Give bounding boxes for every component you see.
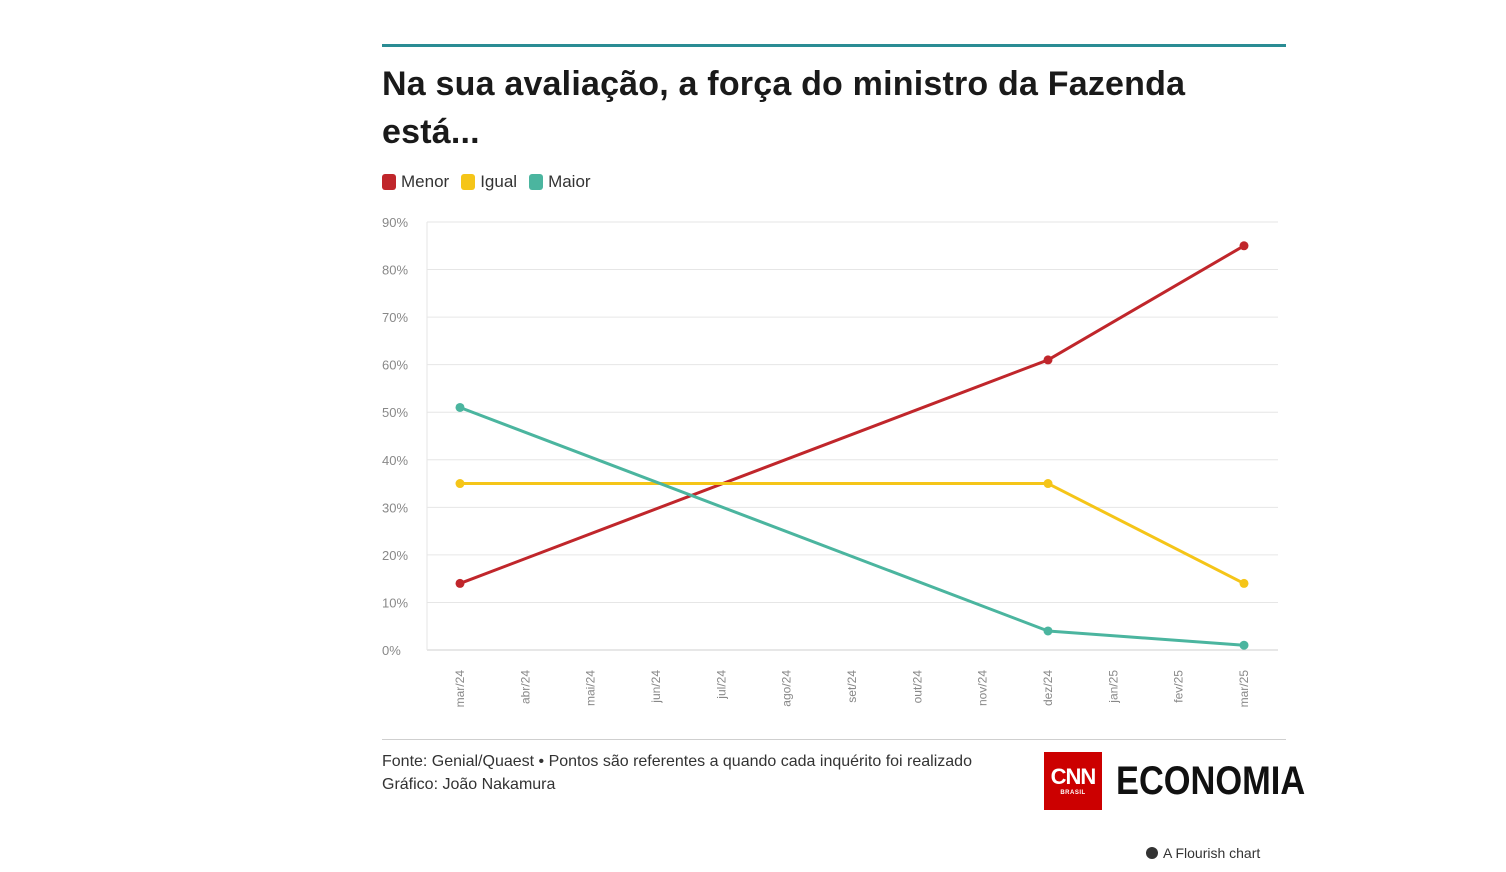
- source-note: Fonte: Genial/Quaest • Pontos são refere…: [382, 750, 982, 796]
- data-point-maior: [1239, 640, 1249, 650]
- legend: Menor Igual Maior: [382, 172, 603, 192]
- x-tick-label: fev/25: [1172, 670, 1186, 703]
- cnn-economia-logo[interactable]: CNN BRASIL ECONOMIA: [1044, 752, 1336, 810]
- x-tick-label: set/24: [845, 670, 859, 703]
- x-tick-label: jan/25: [1106, 670, 1120, 704]
- source-text: Fonte: Genial/Quaest • Pontos são refere…: [382, 753, 972, 770]
- x-tick-label: out/24: [910, 670, 924, 704]
- bottom-rule: [382, 739, 1286, 740]
- legend-swatch-igual: [461, 174, 476, 190]
- graphic-credit: Gráfico: João Nakamura: [382, 776, 556, 793]
- top-rule: [382, 44, 1286, 47]
- data-point-maior: [1043, 626, 1053, 636]
- economia-wordmark: ECONOMIA: [1116, 758, 1306, 803]
- x-tick-label: jul/24: [714, 670, 728, 700]
- chart-title: Na sua avaliação, a força do ministro da…: [382, 65, 1186, 151]
- flourish-icon: [1146, 847, 1158, 859]
- data-point-menor: [1043, 355, 1053, 365]
- x-tick-label: jun/24: [649, 670, 663, 704]
- x-tick-label: mar/25: [1237, 670, 1251, 708]
- y-tick-label: 90%: [382, 215, 408, 230]
- legend-swatch-maior: [529, 174, 544, 190]
- legend-item-igual[interactable]: Igual: [461, 172, 517, 192]
- legend-swatch-menor: [382, 174, 396, 190]
- x-tick-label: dez/24: [1041, 670, 1055, 706]
- cnn-logo: CNN BRASIL: [1044, 752, 1102, 810]
- y-tick-label: 80%: [382, 263, 408, 278]
- x-tick-label: abr/24: [518, 670, 532, 704]
- y-tick-label: 20%: [382, 548, 408, 563]
- y-tick-label: 30%: [382, 500, 408, 515]
- x-tick-label: mai/24: [584, 670, 598, 706]
- x-tick-label: ago/24: [780, 670, 794, 707]
- legend-label-maior: Maior: [548, 172, 591, 191]
- data-point-igual: [1043, 479, 1053, 489]
- data-point-maior: [455, 402, 465, 412]
- y-tick-label: 40%: [382, 453, 408, 468]
- cnn-logo-subtext: BRASIL: [1060, 790, 1086, 796]
- legend-item-maior[interactable]: Maior: [529, 172, 591, 192]
- y-tick-label: 60%: [382, 358, 408, 373]
- x-tick-label: nov/24: [976, 670, 990, 706]
- y-tick-label: 70%: [382, 310, 408, 325]
- y-tick-label: 10%: [382, 595, 408, 610]
- flourish-credit-label: A Flourish chart: [1163, 845, 1261, 861]
- legend-item-menor[interactable]: Menor: [382, 172, 449, 192]
- legend-label-igual: Igual: [480, 172, 518, 191]
- flourish-credit[interactable]: A Flourish chart: [1146, 845, 1260, 861]
- legend-label-menor: Menor: [401, 172, 450, 191]
- x-tick-label: mar/24: [453, 670, 467, 708]
- series-line-maior: [458, 405, 1246, 647]
- y-tick-label: 0%: [382, 643, 401, 658]
- cnn-logo-text: CNN: [1050, 764, 1097, 789]
- data-point-menor: [455, 578, 465, 588]
- y-tick-label: 50%: [382, 405, 408, 420]
- data-point-igual: [1239, 578, 1249, 588]
- series-line-menor: [458, 244, 1246, 585]
- line-chart: 0% 10% 20% 30% 40% 50% 60% 70% 80% 90% mar/24 abr/2…: [382, 215, 1278, 708]
- data-point-menor: [1239, 241, 1249, 251]
- data-point-igual: [455, 479, 465, 489]
- series-line-igual: [458, 482, 1246, 585]
